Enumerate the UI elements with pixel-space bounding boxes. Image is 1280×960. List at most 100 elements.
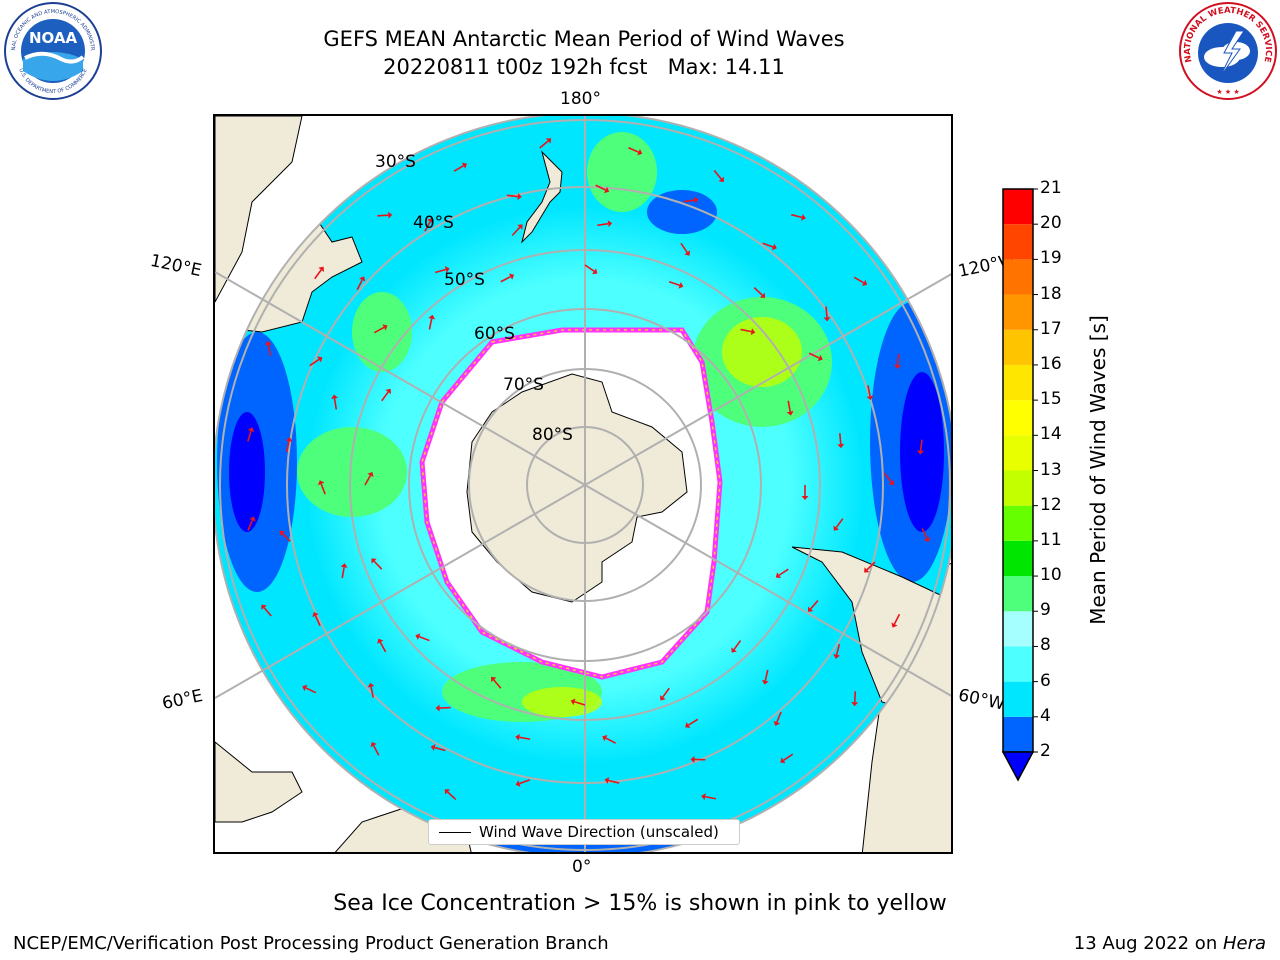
wind-wave-arrow-head [750,328,756,336]
wind-wave-arrow-shaft [500,275,511,283]
colorbar-tick-label: 9 [1040,600,1051,621]
colorbar-tick-label: 11 [1040,529,1062,550]
wind-wave-arrow-shaft [263,607,272,617]
wind-wave-arrow-shaft [791,213,803,219]
colorbar-tick-label: 16 [1040,353,1062,374]
wind-wave-arrow-shaft [776,711,782,723]
wind-wave-arrow-head [771,243,777,251]
wind-wave-arrow-shaft [519,736,531,740]
noaa-logo-text: NOAA [29,29,78,47]
wind-wave-arrow-head [801,213,806,221]
sea-ice-note: Sea Ice Concentration > 15% is shown in … [333,891,947,916]
wind-wave-arrow-head [786,411,794,416]
legend-line-swatch [439,832,471,833]
colorbar [1001,188,1038,782]
wind-wave-arrow-head [861,279,868,286]
wind-wave-arrow-head [444,789,451,795]
credit-date-text: 13 Aug 2022 on [1073,933,1223,954]
wind-wave-arrow-shaft [356,279,363,291]
map-frame [213,114,953,854]
wind-wave-arrow-shaft [662,687,670,698]
colorbar-tick-label: 19 [1040,248,1062,269]
wind-wave-arrow-head [592,268,598,275]
wind-wave-arrow-shaft [867,385,871,397]
wind-wave-arrow-shaft [762,242,774,248]
wind-wave-arrow-head [864,567,870,573]
wind-wave-arrow-shaft [783,753,794,761]
wind-wave-arrow-head [837,443,845,449]
wind-wave-arrow-shaft [424,221,431,232]
wind-wave-arrow-shaft [838,433,842,445]
wind-wave-arrow-head [891,622,898,628]
wind-wave-arrow-shaft [574,701,586,706]
wind-wave-arrow-head [685,722,691,729]
lat-label-30s: 30°S [375,152,416,172]
wind-wave-arrow-head [370,742,377,748]
lat-label-70s: 70°S [503,375,544,395]
wind-wave-arrow-head [888,480,895,486]
colorbar-segment [1003,224,1033,260]
wind-wave-arrow-head [367,471,374,478]
wind-wave-arrow-shaft [825,306,828,318]
wind-wave-arrow-head [545,138,552,144]
wind-wave-arrow-head [684,250,691,256]
wind-wave-arrow-shaft [919,439,923,451]
lon-label-0: 0° [572,857,592,877]
colorbar-tick-label: 15 [1040,389,1062,410]
wind-wave-arrow-shaft [493,679,502,689]
wind-wave-arrow-shaft [305,687,317,694]
wind-wave-arrow-shaft [835,643,841,656]
max-value: Max: 14.11 [667,55,785,79]
wind-wave-arrow-shaft [853,276,865,284]
wind-wave-arrow-head [302,684,308,692]
wind-wave-arrow-head [775,572,781,579]
wind-wave-arrow-head [340,563,348,568]
chart-subtitle: 20220811 t00z 192h fcst Max: 14.11 [0,55,1168,79]
wind-wave-arrow-head [312,611,319,618]
wind-wave-arrow-shaft [309,358,320,367]
wind-wave-arrow-head [780,757,786,764]
wind-wave-arrow-shaft [753,287,763,296]
wind-wave-arrow-shaft [320,483,326,495]
wind-wave-arrow-head [823,317,831,322]
lon-label-60w: 60°W [956,685,1007,715]
colorbar-tick-label: 17 [1040,318,1062,339]
wind-wave-arrow-shaft [668,280,680,287]
wind-wave-arrow-shaft [377,214,389,217]
wind-wave-arrow-shaft [733,640,742,650]
wind-wave-arrow-head [264,341,272,346]
wind-wave-arrow-shaft [286,441,290,453]
wind-wave-arrow-head [515,780,521,787]
colorbar-segment [1003,505,1033,541]
credit-branch: NCEP/EMC/Verification Post Processing Pr… [13,933,609,954]
wind-wave-arrow-shaft [373,326,385,334]
wind-wave-arrow-head [377,638,384,644]
wind-wave-arrow-shaft [281,532,291,542]
colorbar-segment [1003,716,1033,752]
wind-wave-arrow-shaft [764,669,769,681]
wind-wave-arrow-head [367,682,375,688]
wind-wave-arrow-head [604,777,610,784]
wind-wave-arrow-shaft [519,779,531,785]
wind-wave-arrow-shaft [608,779,620,784]
lat-label-60s: 60°S [474,324,515,344]
colorbar-tick-label: 13 [1040,459,1062,480]
wind-wave-arrow-head [279,530,285,537]
wind-wave-arrow-shaft [688,718,699,726]
wind-wave-arrow-shaft [373,560,383,570]
colorbar-segment [1003,646,1033,682]
wind-wave-arrow-head [773,720,781,726]
wind-wave-arrow-shaft [247,430,252,442]
colorbar-tick-label: 20 [1040,213,1062,234]
colorbar-tick-label: 12 [1040,494,1062,515]
wind-wave-arrow-head [331,394,339,399]
antarctica [466,373,688,603]
wind-wave-arrow-shaft [434,268,446,274]
wind-wave-arrow-shaft [511,226,521,236]
colorbar-tick-label: 2 [1040,741,1051,761]
wind-wave-arrow-shaft [740,328,752,333]
wind-wave-arrow-head [801,496,809,500]
wind-wave-arrow-head [461,162,467,169]
wind-wave-arrow-head [371,558,377,564]
wind-wave-arrow-shaft [372,745,380,756]
